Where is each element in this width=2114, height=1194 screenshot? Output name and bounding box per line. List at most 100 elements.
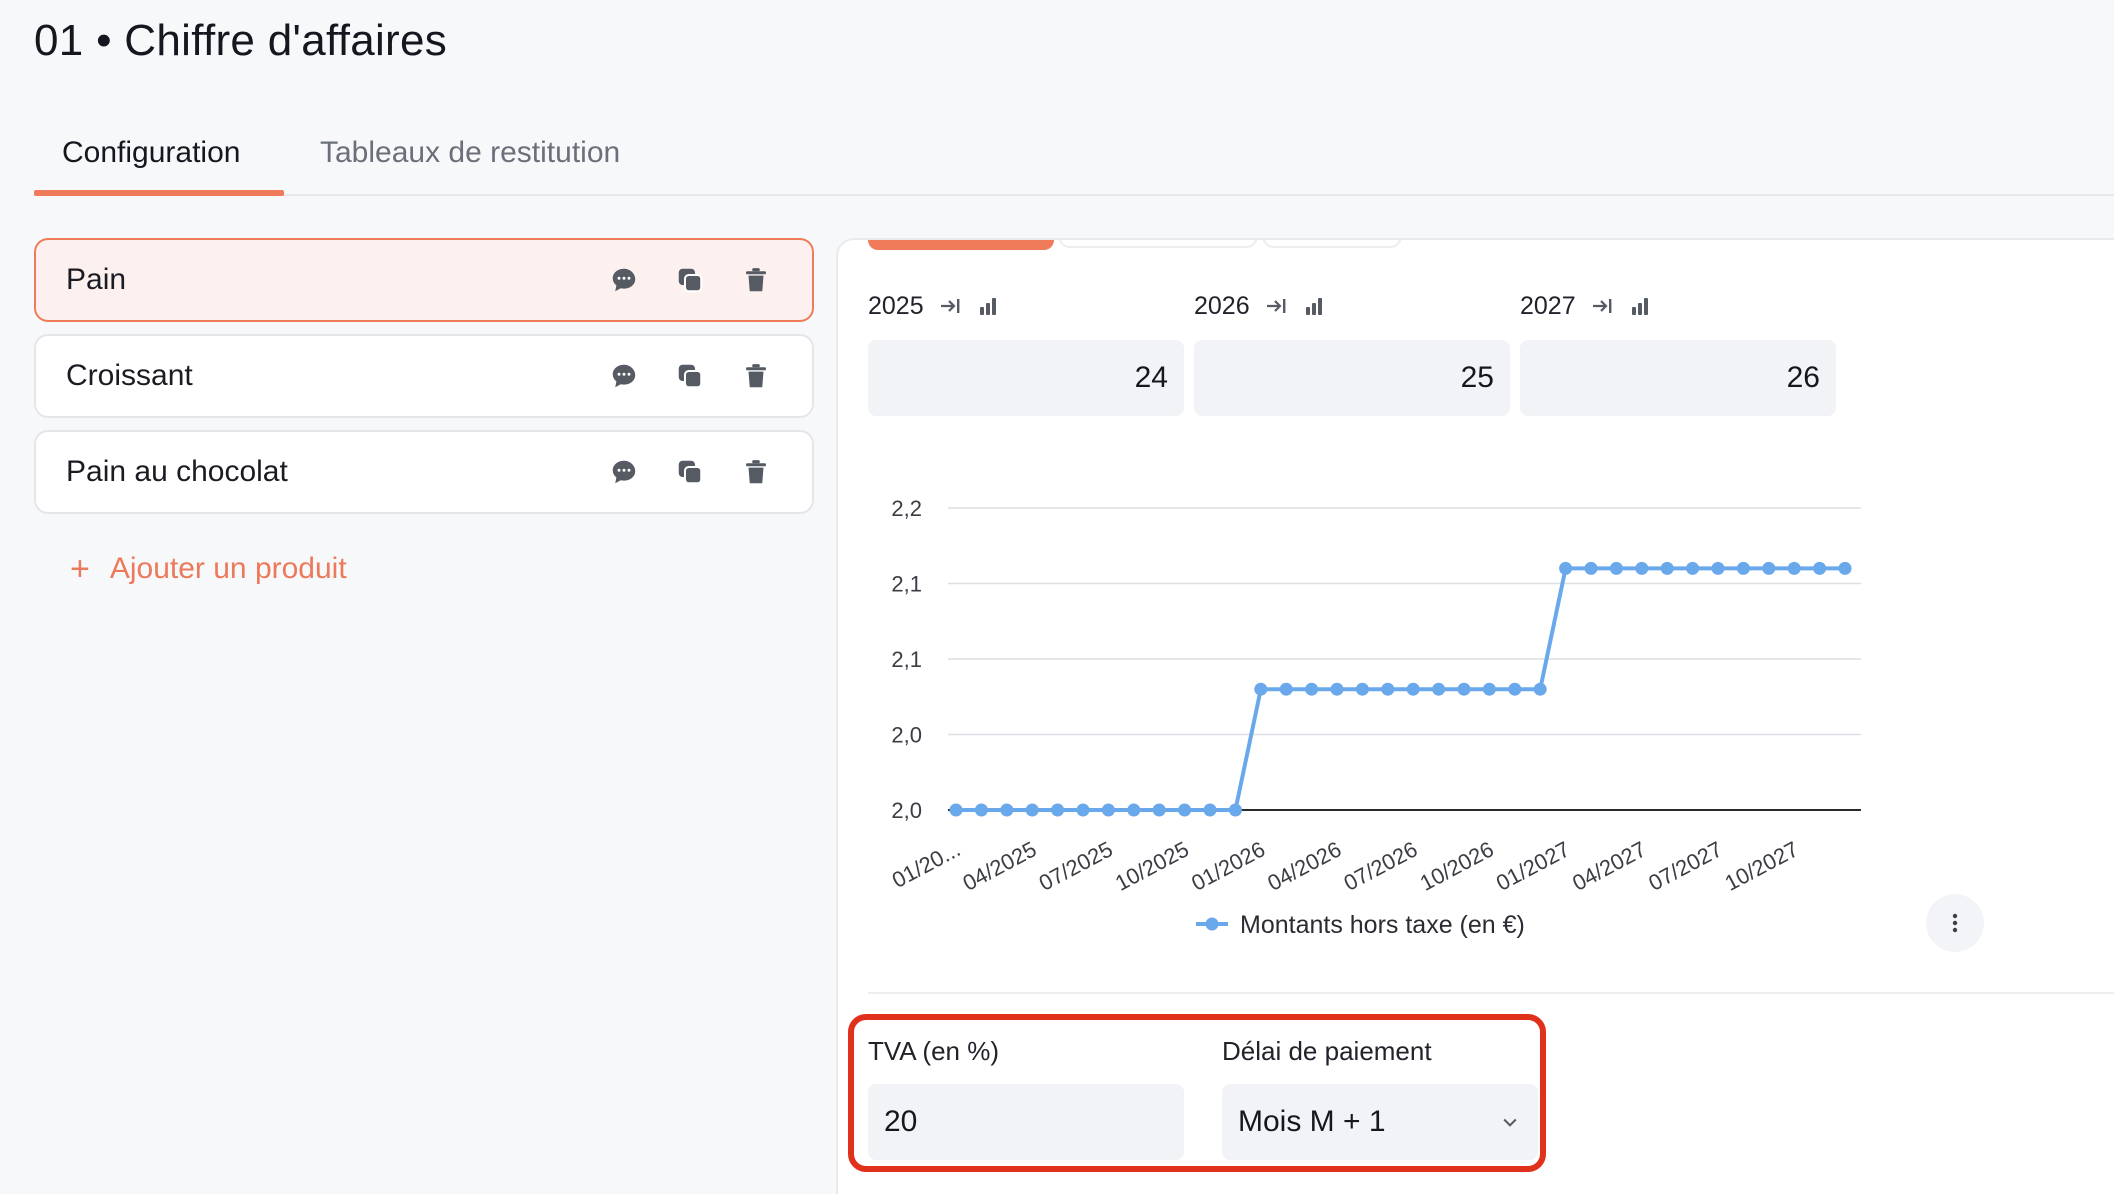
- subtab-3[interactable]: [1262, 240, 1402, 248]
- y-tick-label: 2,1: [891, 572, 922, 597]
- data-point: [1355, 682, 1369, 696]
- year-value-input[interactable]: 25: [1194, 340, 1510, 416]
- bar-chart-icon[interactable]: [1628, 294, 1652, 318]
- x-tick-label: 07/2026: [1340, 836, 1422, 895]
- x-tick-label: 10/2025: [1111, 836, 1193, 895]
- data-point: [1025, 803, 1039, 817]
- duplicate-icon[interactable]: [674, 360, 706, 392]
- x-tick-label: 04/2027: [1568, 836, 1650, 895]
- product-name: Pain: [66, 263, 127, 296]
- trash-icon[interactable]: [740, 456, 772, 488]
- data-point: [1330, 682, 1344, 696]
- year-column-2027: 2027 26: [1520, 284, 1836, 416]
- comment-icon[interactable]: [608, 456, 640, 488]
- year-header: 2025: [868, 284, 1184, 328]
- data-point: [949, 803, 963, 817]
- data-point: [1609, 561, 1623, 575]
- data-point: [1787, 561, 1801, 575]
- product-name: Croissant: [66, 359, 193, 392]
- data-point: [1127, 803, 1141, 817]
- y-tick-label: 2,0: [891, 798, 922, 823]
- active-tab-indicator: [34, 190, 284, 196]
- data-point: [1482, 682, 1496, 696]
- data-point: [1203, 803, 1217, 817]
- data-point: [1457, 682, 1471, 696]
- trash-icon[interactable]: [740, 360, 772, 392]
- data-point: [1406, 682, 1420, 696]
- x-tick-label: 01/2027: [1492, 836, 1574, 895]
- section-divider: [868, 992, 2114, 994]
- year-header: 2027: [1520, 284, 1836, 328]
- product-item-pain-au-chocolat[interactable]: Pain au chocolat: [34, 430, 814, 514]
- product-actions: [608, 264, 772, 296]
- tva-label: TVA (en %): [868, 1036, 1000, 1066]
- y-tick-label: 2,2: [891, 496, 922, 521]
- x-tick-label: 04/2026: [1263, 836, 1345, 895]
- data-point: [1254, 682, 1268, 696]
- payment-delay-label: Délai de paiement: [1222, 1036, 1432, 1066]
- product-name: Pain au chocolat: [66, 455, 288, 488]
- x-tick-label: 07/2025: [1035, 836, 1117, 895]
- x-tick-label: 01/20...: [888, 836, 965, 893]
- x-tick-label: 01/2026: [1187, 836, 1269, 895]
- product-detail-panel: 2025 24 2026 25 2027 26 2,2 2,1 2,1 2,0 2,: [836, 238, 2114, 1194]
- tva-input[interactable]: 20: [868, 1084, 1184, 1160]
- data-point: [1152, 803, 1166, 817]
- trash-icon[interactable]: [740, 264, 772, 296]
- year-label: 2027: [1520, 291, 1576, 320]
- data-point: [1432, 682, 1446, 696]
- more-vertical-icon: [1952, 913, 1958, 933]
- data-point: [1000, 803, 1014, 817]
- bar-chart-icon[interactable]: [1302, 294, 1326, 318]
- y-tick-label: 2,0: [891, 723, 922, 748]
- comment-icon[interactable]: [608, 360, 640, 392]
- propagate-right-icon[interactable]: [1264, 294, 1288, 318]
- product-item-pain[interactable]: Pain: [34, 238, 814, 322]
- tab-bar: Configuration Tableaux de restitution: [34, 110, 2114, 196]
- product-actions: [608, 456, 772, 488]
- data-point: [1635, 561, 1649, 575]
- y-tick-label: 2,1: [891, 647, 922, 672]
- year-column-2026: 2026 25: [1194, 284, 1510, 416]
- payment-delay-select[interactable]: Mois M + 1: [1222, 1084, 1538, 1160]
- data-point: [1279, 682, 1293, 696]
- x-tick-label: 10/2027: [1721, 836, 1803, 895]
- data-point: [1838, 561, 1852, 575]
- tab-tableaux-de-restitution[interactable]: Tableaux de restitution: [320, 136, 621, 169]
- series-line: [956, 566, 1845, 812]
- bar-chart-icon[interactable]: [976, 294, 1000, 318]
- add-product-label: Ajouter un produit: [109, 552, 347, 585]
- year-label: 2025: [868, 291, 924, 320]
- data-point: [1686, 561, 1700, 575]
- data-point: [1762, 561, 1776, 575]
- year-value-input[interactable]: 24: [868, 340, 1184, 416]
- year-value-input[interactable]: 26: [1520, 340, 1836, 416]
- data-point: [1584, 561, 1598, 575]
- data-point: [1178, 803, 1192, 817]
- tab-configuration[interactable]: Configuration: [62, 136, 241, 169]
- year-label: 2026: [1194, 291, 1250, 320]
- propagate-right-icon[interactable]: [938, 294, 962, 318]
- data-point: [1381, 682, 1395, 696]
- add-product-button[interactable]: + Ajouter un produit: [70, 552, 347, 586]
- comment-icon[interactable]: [608, 264, 640, 296]
- duplicate-icon[interactable]: [674, 264, 706, 296]
- subtab-2[interactable]: [1058, 240, 1258, 248]
- chevron-down-icon: [1503, 1118, 1517, 1127]
- duplicate-icon[interactable]: [674, 456, 706, 488]
- data-point: [1305, 682, 1319, 696]
- data-point: [1101, 803, 1115, 817]
- data-point: [1711, 561, 1725, 575]
- revenue-chart: 2,2 2,1 2,1 2,0 2,0 01/20... 04/2025 07/2025 10/…: [838, 460, 2114, 1020]
- data-point: [1228, 803, 1242, 817]
- subtab-active[interactable]: [868, 240, 1054, 250]
- chart-svg: 2,22,12,12,02,001/20...04/202507/202510/…: [888, 496, 1861, 939]
- data-point: [1508, 682, 1522, 696]
- product-item-croissant[interactable]: Croissant: [34, 334, 814, 418]
- product-actions: [608, 360, 772, 392]
- chart-menu-button[interactable]: [1926, 894, 1984, 952]
- year-column-2025: 2025 24: [868, 284, 1184, 416]
- data-point: [1559, 561, 1573, 575]
- propagate-right-icon[interactable]: [1590, 294, 1614, 318]
